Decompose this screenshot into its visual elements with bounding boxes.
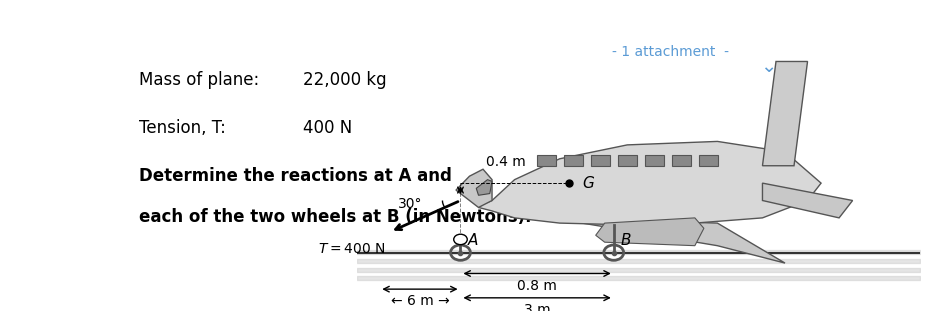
FancyBboxPatch shape [618,155,638,166]
Text: ← 6 m →: ← 6 m → [391,294,449,308]
FancyBboxPatch shape [564,155,583,166]
Text: $A$: $A$ [468,233,480,248]
Text: 400 N: 400 N [303,119,352,137]
Text: 0.8 m: 0.8 m [517,279,557,293]
Text: each of the two wheels at B (in Newtons).: each of the two wheels at B (in Newtons)… [139,208,531,226]
Text: Determine the reactions at A and: Determine the reactions at A and [139,167,452,185]
FancyBboxPatch shape [537,155,556,166]
Polygon shape [456,169,492,207]
FancyBboxPatch shape [672,155,691,166]
Polygon shape [762,62,808,166]
Polygon shape [762,183,853,218]
FancyBboxPatch shape [700,155,718,166]
Polygon shape [560,218,785,263]
Text: $G$: $G$ [582,175,595,191]
Polygon shape [595,218,704,246]
Text: 3 m: 3 m [524,303,550,311]
Polygon shape [476,180,492,195]
Text: Tension, T:: Tension, T: [139,119,226,137]
Text: Mass of plane:: Mass of plane: [139,72,259,90]
Text: - 1 attachment  -: - 1 attachment - [612,44,729,58]
Text: 0.4 m: 0.4 m [485,155,526,169]
Circle shape [454,234,468,245]
Text: $T = 400$ N: $T = 400$ N [318,242,386,256]
Text: 30°: 30° [398,197,423,211]
FancyBboxPatch shape [645,155,664,166]
FancyBboxPatch shape [592,155,610,166]
Text: ⌄: ⌄ [761,57,777,76]
Text: $B$: $B$ [621,233,632,248]
Polygon shape [479,142,821,225]
Text: 22,000 kg: 22,000 kg [303,72,387,90]
